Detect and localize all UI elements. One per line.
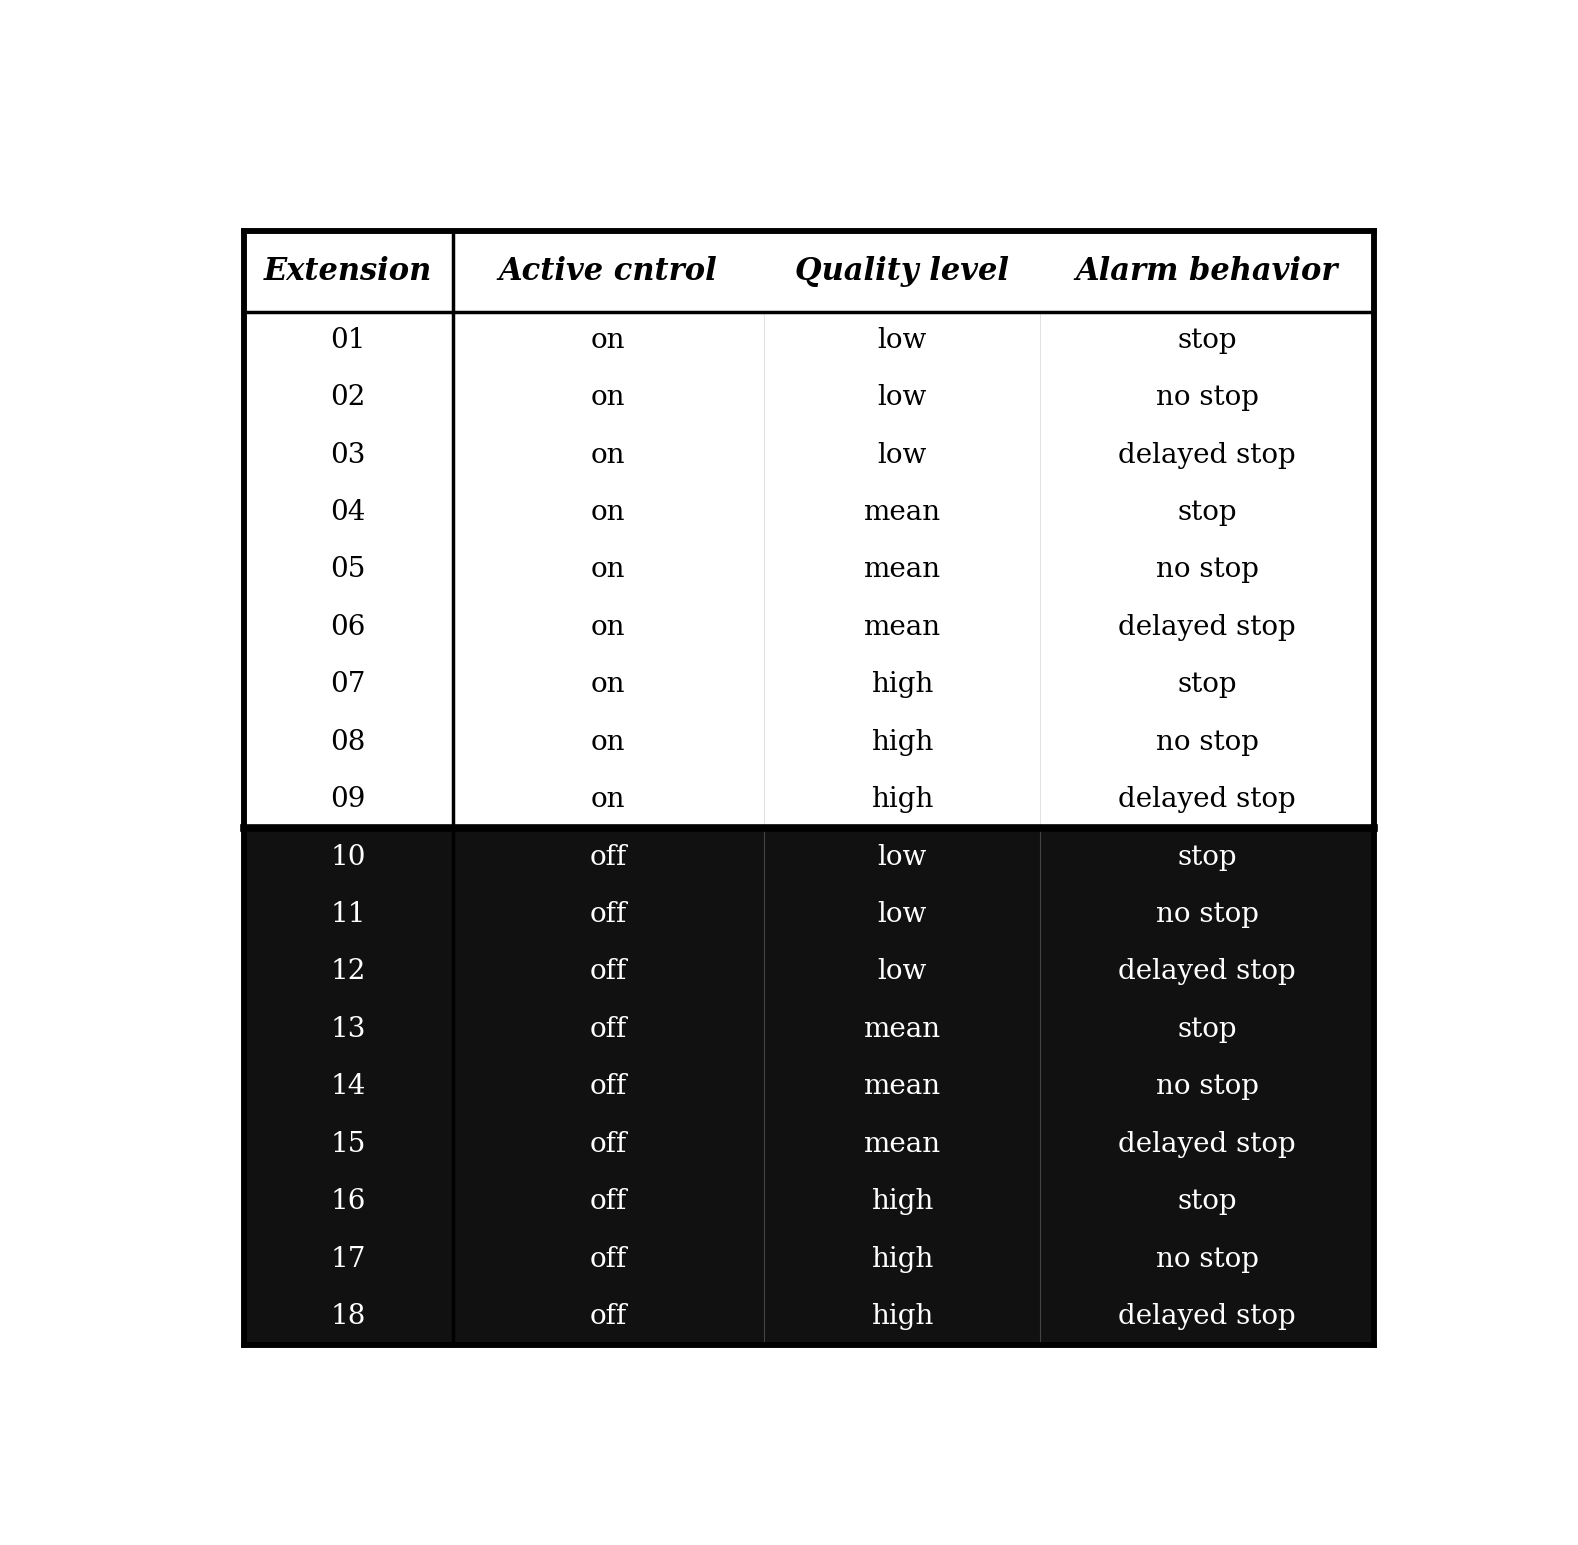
Text: 04: 04 [330, 499, 366, 525]
Text: Extension: Extension [264, 255, 432, 286]
Text: 03: 03 [330, 442, 366, 468]
Text: 10: 10 [330, 844, 366, 871]
Text: on: on [590, 499, 625, 525]
Text: 01: 01 [330, 326, 366, 354]
Text: 16: 16 [330, 1188, 366, 1216]
Text: mean: mean [863, 499, 940, 525]
Text: high: high [871, 1245, 933, 1273]
Text: Active cntrol: Active cntrol [499, 255, 718, 286]
Text: stop: stop [1177, 844, 1237, 871]
Text: mean: mean [863, 1017, 940, 1043]
Text: on: on [590, 672, 625, 698]
Text: 08: 08 [330, 729, 366, 756]
Text: low: low [877, 326, 926, 354]
Text: 15: 15 [330, 1131, 366, 1157]
Text: off: off [590, 901, 626, 929]
Text: Quality level: Quality level [795, 255, 1008, 286]
Text: no stop: no stop [1155, 729, 1259, 756]
Text: high: high [871, 1188, 933, 1216]
Text: 09: 09 [330, 786, 366, 813]
Text: high: high [871, 729, 933, 756]
Text: off: off [590, 1131, 626, 1157]
Text: off: off [590, 844, 626, 871]
Text: on: on [590, 385, 625, 411]
Text: mean: mean [863, 613, 940, 641]
Text: high: high [871, 1302, 933, 1330]
Text: on: on [590, 556, 625, 584]
Text: 07: 07 [330, 672, 366, 698]
Text: low: low [877, 442, 926, 468]
Text: delayed stop: delayed stop [1119, 613, 1296, 641]
Text: off: off [590, 958, 626, 986]
Text: low: low [877, 385, 926, 411]
Text: delayed stop: delayed stop [1119, 786, 1296, 813]
Text: 12: 12 [330, 958, 366, 986]
Text: on: on [590, 613, 625, 641]
Text: Alarm behavior: Alarm behavior [1076, 255, 1338, 286]
Text: high: high [871, 786, 933, 813]
Text: on: on [590, 442, 625, 468]
Text: delayed stop: delayed stop [1119, 1131, 1296, 1157]
Text: low: low [877, 844, 926, 871]
Text: mean: mean [863, 1131, 940, 1157]
Text: no stop: no stop [1155, 1245, 1259, 1273]
Text: 05: 05 [330, 556, 366, 584]
Text: off: off [590, 1302, 626, 1330]
Text: delayed stop: delayed stop [1119, 1302, 1296, 1330]
Text: delayed stop: delayed stop [1119, 958, 1296, 986]
Text: no stop: no stop [1155, 901, 1259, 929]
Text: 06: 06 [330, 613, 366, 641]
Text: stop: stop [1177, 672, 1237, 698]
Text: stop: stop [1177, 1188, 1237, 1216]
Text: high: high [871, 672, 933, 698]
Text: mean: mean [863, 556, 940, 584]
Text: mean: mean [863, 1074, 940, 1100]
Text: stop: stop [1177, 499, 1237, 525]
FancyBboxPatch shape [243, 230, 1374, 828]
Text: no stop: no stop [1155, 1074, 1259, 1100]
Text: on: on [590, 326, 625, 354]
Text: 18: 18 [330, 1302, 366, 1330]
Text: 17: 17 [330, 1245, 366, 1273]
Text: 13: 13 [330, 1017, 366, 1043]
Text: low: low [877, 901, 926, 929]
Text: delayed stop: delayed stop [1119, 442, 1296, 468]
Text: off: off [590, 1017, 626, 1043]
Text: off: off [590, 1074, 626, 1100]
Text: 14: 14 [330, 1074, 366, 1100]
Text: on: on [590, 729, 625, 756]
Text: off: off [590, 1188, 626, 1216]
Text: stop: stop [1177, 326, 1237, 354]
Text: low: low [877, 958, 926, 986]
FancyBboxPatch shape [243, 828, 1374, 1346]
Text: no stop: no stop [1155, 556, 1259, 584]
Text: on: on [590, 786, 625, 813]
Text: off: off [590, 1245, 626, 1273]
Text: no stop: no stop [1155, 385, 1259, 411]
Text: 02: 02 [330, 385, 366, 411]
Text: 11: 11 [330, 901, 366, 929]
Text: stop: stop [1177, 1017, 1237, 1043]
